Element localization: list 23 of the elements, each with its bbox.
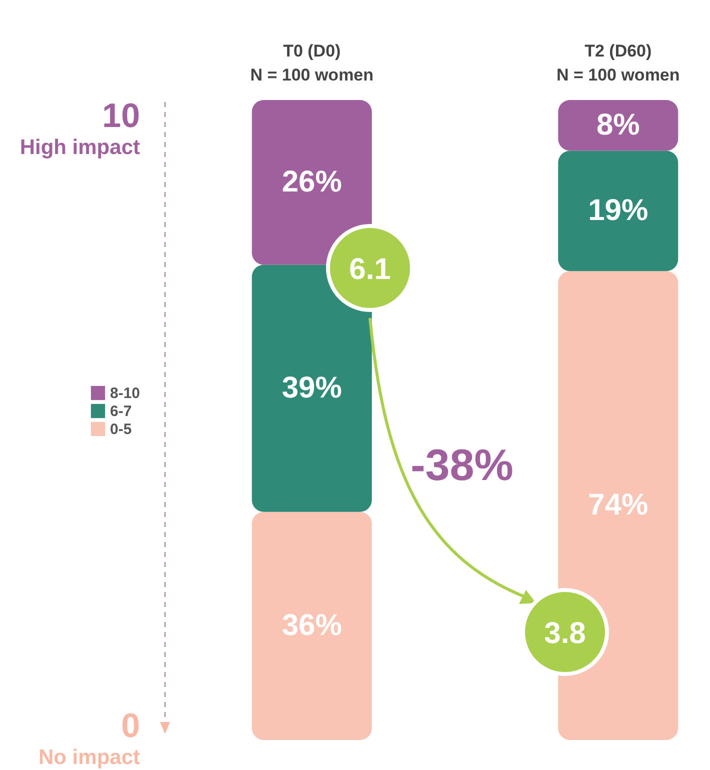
text: High impact <box>20 136 140 159</box>
data-label: 8% <box>596 108 640 142</box>
legend-label: 6-7 <box>110 403 132 420</box>
data-label: 74% <box>588 488 648 522</box>
text: 0 <box>121 707 140 745</box>
bar <box>252 512 372 740</box>
legend-label: 0-5 <box>110 421 132 438</box>
x-tick-label: T2 (D60) <box>584 42 652 60</box>
x-tick-label: T0 (D0) <box>283 42 341 60</box>
chart-subtitle: N = 100 women <box>250 66 374 84</box>
data-label: 39% <box>282 371 342 404</box>
bar <box>558 150 678 272</box>
data-label: 19% <box>588 194 648 227</box>
data-label: 36% <box>282 608 342 642</box>
annotation: -38% <box>410 441 514 490</box>
annotation: 6.1 <box>349 253 391 286</box>
bar <box>558 100 678 151</box>
text: N = 100 women <box>556 66 680 84</box>
data-label: 26% <box>282 165 342 198</box>
text: No impact <box>38 746 140 769</box>
legend-label: 8-10 <box>110 385 140 402</box>
text: 10 <box>102 97 140 135</box>
annotation: 3.8 <box>544 617 586 650</box>
